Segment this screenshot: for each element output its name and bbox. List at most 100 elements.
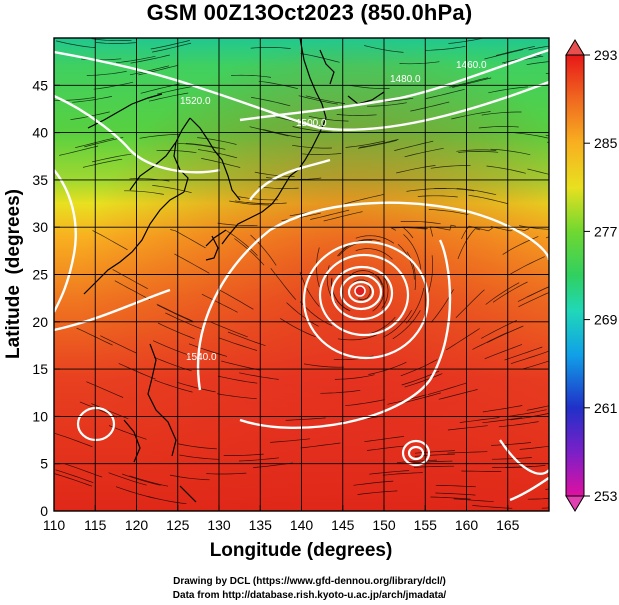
streamline	[406, 251, 417, 291]
streamline	[169, 474, 210, 481]
streamline	[369, 470, 410, 475]
streamline	[472, 505, 513, 509]
x-tick-label: 145	[331, 517, 355, 533]
streamline	[492, 281, 528, 303]
streamline	[435, 492, 476, 496]
streamline	[447, 451, 488, 454]
streamline	[355, 235, 395, 244]
x-tick-label: 150	[372, 517, 396, 533]
streamline	[246, 201, 287, 205]
streamline	[152, 42, 192, 53]
streamline	[359, 139, 399, 148]
streamline	[64, 463, 103, 478]
streamline	[114, 280, 151, 301]
y-tick-label: 10	[32, 408, 48, 424]
streamline	[300, 53, 340, 63]
streamline	[300, 442, 341, 449]
streamline	[452, 77, 492, 88]
wind-streamlines	[54, 38, 549, 509]
streamline	[156, 150, 197, 154]
colorbar-bottom-arrow	[565, 495, 585, 512]
streamline	[345, 399, 385, 407]
streamline	[427, 382, 467, 395]
streamline	[251, 97, 291, 107]
streamline	[139, 133, 180, 139]
streamline	[250, 234, 277, 266]
streamline	[178, 143, 218, 149]
streamline	[216, 393, 257, 400]
cyclone-center	[354, 285, 366, 297]
streamline	[170, 229, 206, 249]
streamline	[299, 271, 320, 307]
streamline	[417, 195, 458, 198]
streamline	[528, 45, 549, 51]
streamline	[406, 188, 447, 192]
streamline	[456, 149, 497, 152]
y-tick-label: 35	[32, 172, 48, 188]
streamline	[481, 111, 522, 116]
streamline	[285, 417, 326, 421]
y-tick-label: 45	[32, 77, 48, 93]
streamline	[55, 469, 94, 484]
streamline	[226, 230, 258, 256]
streamline	[91, 38, 132, 42]
streamline	[425, 88, 465, 99]
streamline	[95, 42, 136, 44]
streamline	[234, 238, 265, 266]
streamline	[331, 277, 350, 311]
colorbar-bar	[565, 54, 585, 497]
streamline	[404, 373, 443, 388]
streamline	[390, 227, 427, 231]
streamline	[54, 473, 93, 487]
y-tick-label: 0	[40, 503, 48, 519]
streamline	[428, 209, 469, 216]
streamline	[400, 359, 438, 377]
streamline	[227, 331, 266, 347]
streamline	[76, 327, 113, 346]
x-axis-ticks: 110 115 120 125 130 135 140 145 150 155 160 165	[43, 505, 520, 533]
streamline	[357, 139, 398, 149]
y-tick-label: 40	[32, 125, 48, 141]
streamline	[177, 443, 217, 450]
streamline	[138, 65, 178, 76]
streamline	[481, 319, 518, 339]
streamline	[305, 95, 346, 104]
streamline	[435, 484, 476, 488]
streamline	[527, 168, 549, 175]
streamline	[396, 459, 437, 464]
streamline	[461, 470, 502, 472]
streamline	[115, 486, 155, 499]
streamline	[218, 289, 254, 310]
contour-label: 1540.0	[186, 352, 217, 363]
streamline	[231, 74, 272, 78]
streamline	[353, 480, 394, 486]
streamline	[412, 460, 453, 464]
streamline	[59, 145, 99, 156]
streamline	[154, 379, 193, 393]
streamline	[453, 498, 494, 503]
streamline	[174, 253, 210, 274]
streamline	[498, 421, 539, 428]
streamline	[456, 188, 497, 196]
streamline	[486, 325, 524, 344]
credit-drawing: Drawing by DCL (https://www.gfd-dennou.o…	[173, 576, 446, 587]
streamline	[197, 137, 237, 145]
streamline	[530, 412, 549, 418]
streamline	[148, 92, 189, 102]
streamline	[72, 96, 112, 103]
y-tick-label: 25	[32, 267, 48, 283]
y-tick-label: 15	[32, 361, 48, 377]
streamline	[92, 153, 132, 163]
streamline	[217, 375, 258, 384]
streamline	[472, 331, 509, 350]
streamline	[82, 158, 123, 168]
streamline	[382, 472, 423, 476]
streamline	[239, 372, 279, 380]
streamline	[116, 55, 156, 64]
streamline	[56, 40, 96, 48]
streamline	[495, 45, 536, 56]
streamline	[366, 445, 407, 451]
streamline	[152, 185, 192, 194]
streamline	[239, 457, 280, 462]
